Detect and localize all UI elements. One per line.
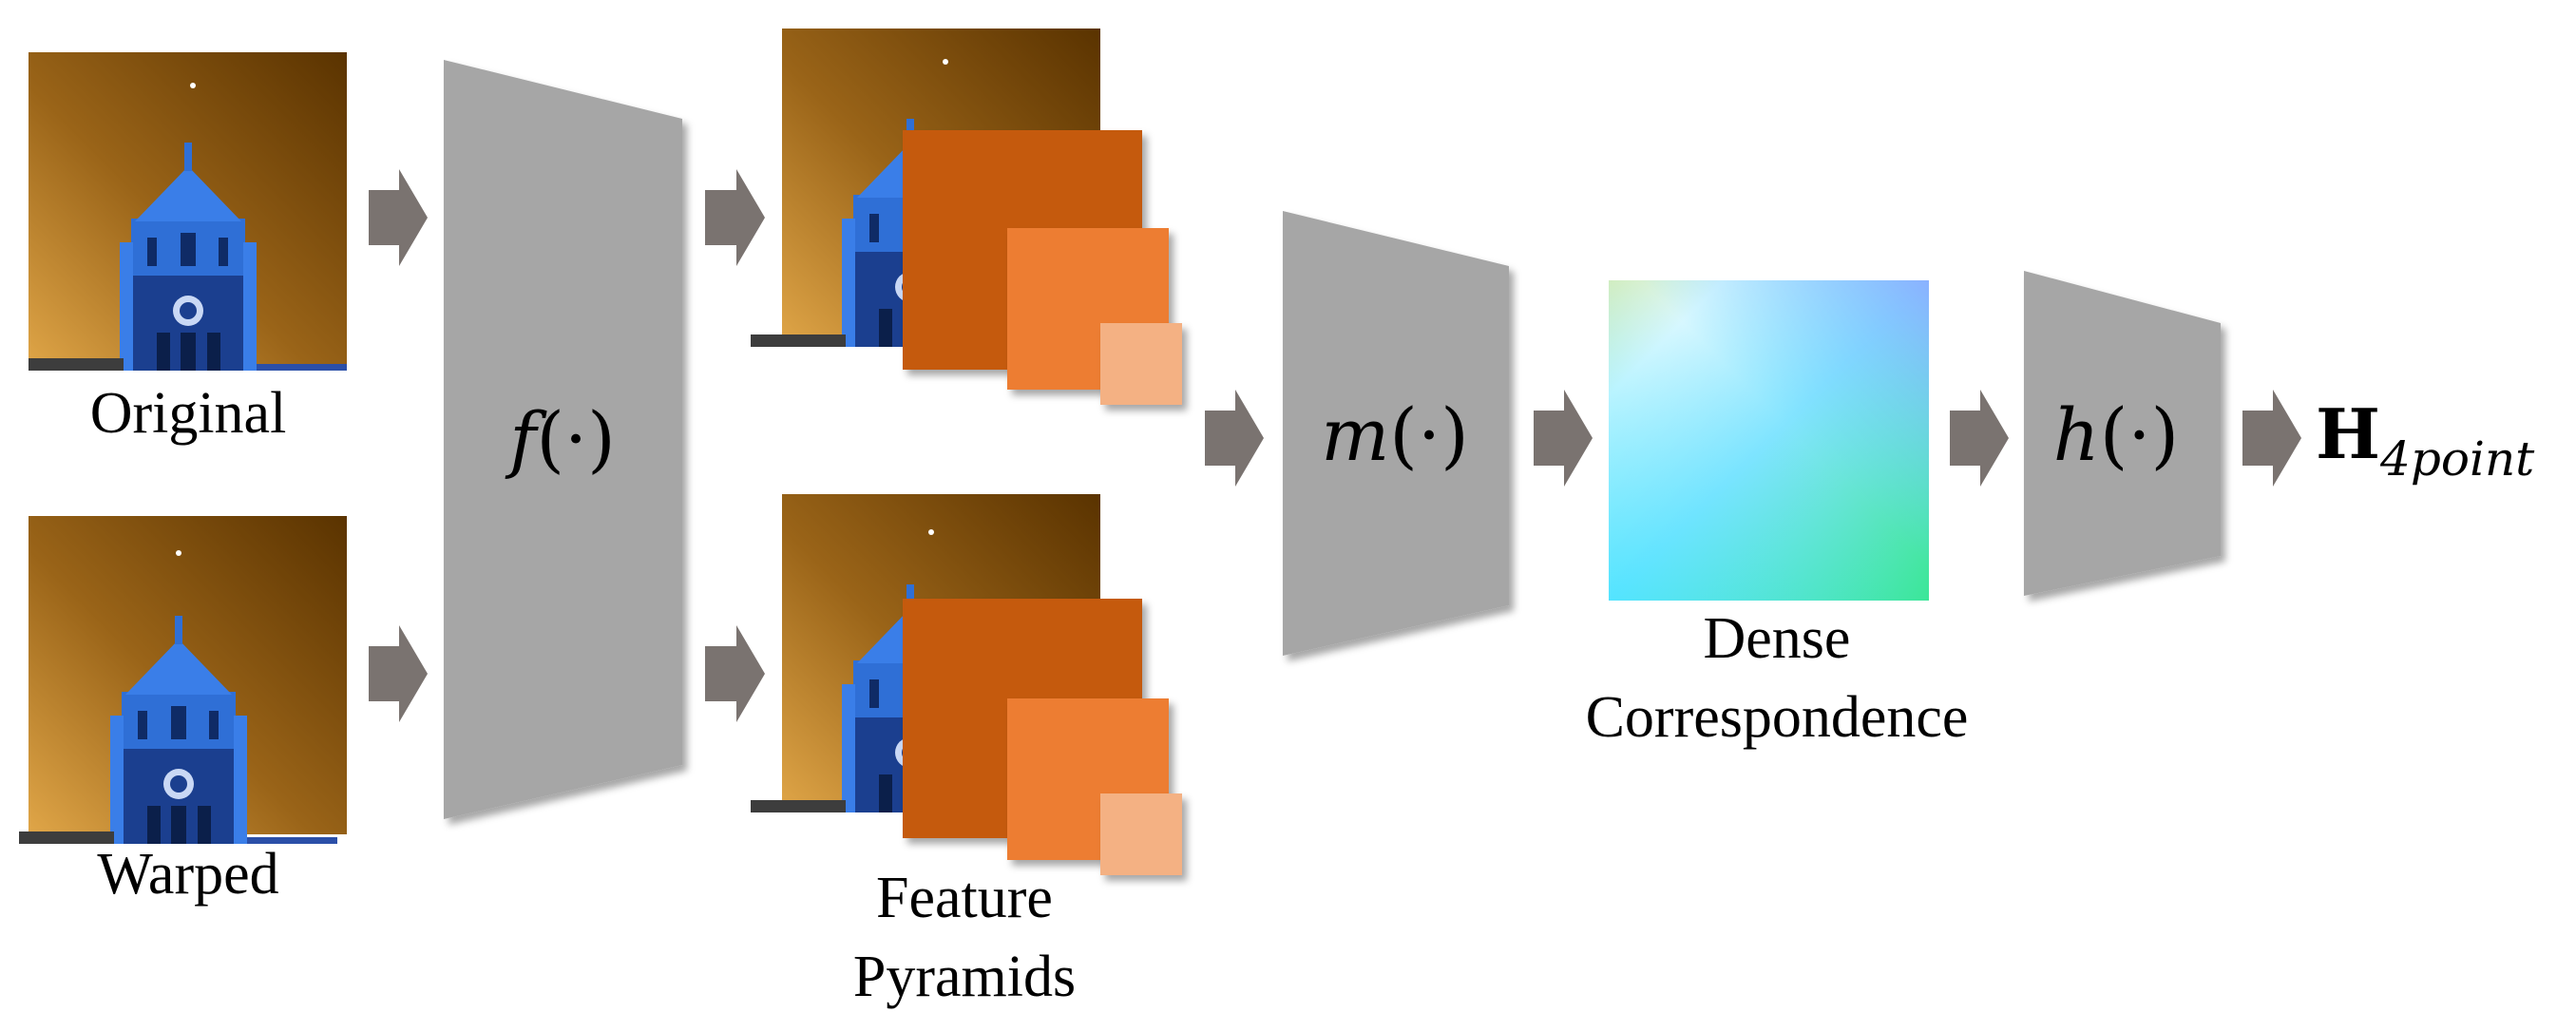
feature-pyramid-warped: [751, 494, 1182, 875]
head-label: h(·): [2053, 392, 2179, 477]
warped-label: Warped: [97, 842, 278, 907]
arrow-right-icon: [1950, 390, 2009, 487]
output-symbol: H: [2316, 393, 2380, 474]
encoder-arg: (·): [536, 396, 615, 481]
head-fn: h: [2053, 392, 2100, 477]
pyramid-level-3: [1100, 793, 1182, 875]
arrow-right-icon: [1534, 390, 1593, 487]
encoder-block: [444, 60, 682, 819]
matcher-arg: (·): [1389, 392, 1468, 477]
arrow-right-icon: [705, 169, 765, 266]
warped-image: [19, 516, 347, 844]
original-label: Original: [90, 381, 287, 446]
dense-correspondence-map: [1609, 280, 1929, 601]
encoder-label: f(·): [505, 396, 616, 481]
output-subscript: 4point: [2379, 431, 2535, 487]
correspondence-label-line2: Correspondence: [1586, 685, 1969, 750]
original-image: [29, 52, 347, 371]
arrow-right-icon: [705, 625, 765, 722]
pyramid-level-3: [1100, 323, 1182, 405]
matcher-label: m(·): [1321, 392, 1469, 477]
arrow-right-icon: [369, 625, 428, 722]
matcher-block: [1283, 211, 1509, 656]
arrow-right-icon: [2242, 390, 2301, 487]
matcher-fn: m: [1321, 392, 1389, 477]
feature-label-line2: Pyramids: [853, 945, 1076, 1009]
arrow-right-icon: [369, 169, 428, 266]
arrow-right-icon: [1205, 390, 1264, 487]
feature-pyramid-original: [751, 29, 1182, 405]
head-block: [2024, 271, 2221, 596]
correspondence-label-line1: Dense: [1704, 606, 1851, 671]
head-arg: (·): [2100, 392, 2179, 477]
feature-label-line1: Feature: [876, 866, 1053, 930]
output-label: H4point: [2316, 393, 2535, 487]
